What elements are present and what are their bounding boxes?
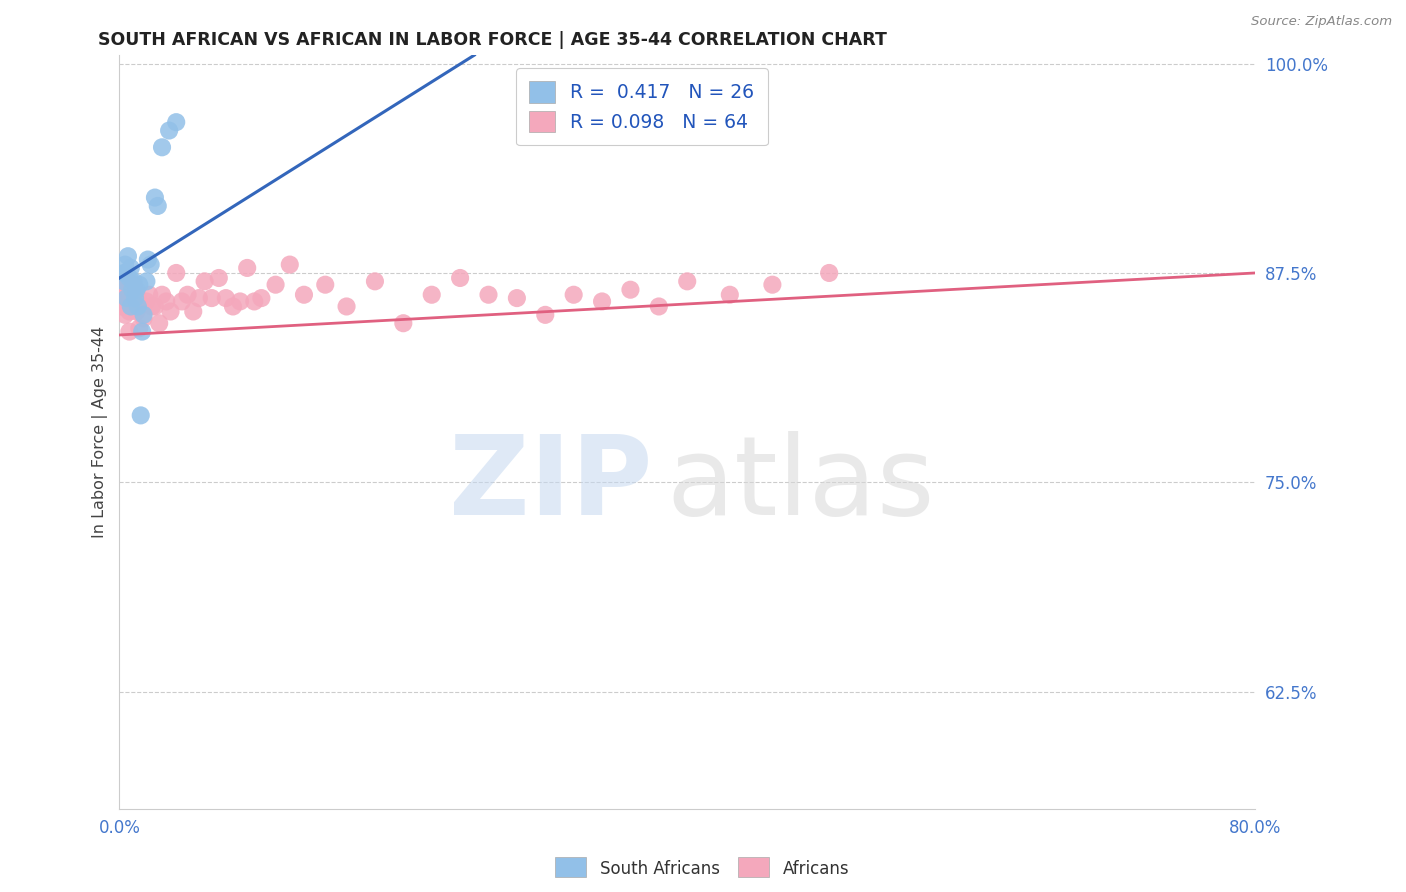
Point — [619, 283, 641, 297]
Point — [141, 300, 163, 314]
Point — [114, 287, 136, 301]
Point — [136, 252, 159, 267]
Point — [818, 266, 841, 280]
Point — [129, 409, 152, 423]
Point — [534, 308, 557, 322]
Point — [112, 300, 135, 314]
Point — [201, 291, 224, 305]
Point — [139, 258, 162, 272]
Point — [364, 274, 387, 288]
Point — [115, 294, 138, 309]
Point — [170, 294, 193, 309]
Point — [165, 266, 187, 280]
Point — [176, 287, 198, 301]
Point — [132, 311, 155, 326]
Point — [135, 274, 157, 288]
Point — [117, 249, 139, 263]
Point — [243, 294, 266, 309]
Point — [420, 287, 443, 301]
Point — [138, 287, 160, 301]
Point — [127, 291, 149, 305]
Point — [122, 277, 145, 292]
Point — [648, 300, 671, 314]
Point — [761, 277, 783, 292]
Point — [120, 287, 142, 301]
Text: atlas: atlas — [666, 432, 935, 539]
Point — [148, 316, 170, 330]
Point — [150, 287, 173, 301]
Point — [128, 321, 150, 335]
Point — [718, 287, 741, 301]
Point — [229, 294, 252, 309]
Point — [222, 300, 245, 314]
Point — [165, 115, 187, 129]
Point — [181, 304, 204, 318]
Point — [159, 304, 181, 318]
Point — [127, 300, 149, 314]
Point — [676, 274, 699, 288]
Text: Africans: Africans — [783, 860, 849, 878]
Point — [112, 266, 135, 280]
Point — [117, 274, 139, 288]
Point — [215, 291, 238, 305]
Point — [591, 294, 613, 309]
Point — [121, 283, 143, 297]
Point — [114, 308, 136, 322]
Point — [278, 258, 301, 272]
Point — [157, 123, 180, 137]
Point — [118, 304, 141, 318]
Point — [112, 274, 135, 288]
Point — [143, 190, 166, 204]
Point — [292, 287, 315, 301]
Point — [111, 277, 134, 292]
Point — [118, 271, 141, 285]
Legend: R =  0.417   N = 26, R = 0.098   N = 64: R = 0.417 N = 26, R = 0.098 N = 64 — [516, 69, 768, 145]
Point — [125, 283, 148, 297]
Point — [122, 274, 145, 288]
Point — [250, 291, 273, 305]
Point — [194, 274, 217, 288]
Point — [335, 300, 357, 314]
Point — [124, 291, 146, 305]
Text: Source: ZipAtlas.com: Source: ZipAtlas.com — [1251, 15, 1392, 29]
Point — [131, 325, 153, 339]
Point — [132, 308, 155, 322]
Point — [143, 300, 166, 314]
Point — [129, 298, 152, 312]
Point — [111, 294, 134, 309]
Point — [449, 271, 471, 285]
Point — [117, 298, 139, 312]
Point — [314, 277, 336, 292]
Point — [208, 271, 231, 285]
Point — [392, 316, 415, 330]
Point — [118, 325, 141, 339]
Point — [187, 291, 209, 305]
Point — [120, 300, 142, 314]
Y-axis label: In Labor Force | Age 35-44: In Labor Force | Age 35-44 — [93, 326, 108, 538]
Point — [506, 291, 529, 305]
Point — [155, 294, 177, 309]
Point — [124, 283, 146, 297]
Point — [115, 283, 138, 297]
Point — [115, 266, 138, 280]
Point — [120, 260, 142, 275]
Point — [110, 300, 132, 314]
Point — [562, 287, 585, 301]
Point — [114, 258, 136, 272]
Point — [121, 294, 143, 309]
Point — [477, 287, 499, 301]
Point — [112, 274, 135, 288]
Text: South Africans: South Africans — [600, 860, 720, 878]
Point — [236, 260, 259, 275]
Point — [264, 277, 287, 292]
Point — [146, 199, 169, 213]
Point — [150, 140, 173, 154]
Point — [135, 294, 157, 309]
Text: SOUTH AFRICAN VS AFRICAN IN LABOR FORCE | AGE 35-44 CORRELATION CHART: SOUTH AFRICAN VS AFRICAN IN LABOR FORCE … — [98, 31, 887, 49]
Text: ZIP: ZIP — [450, 432, 652, 539]
Point — [128, 277, 150, 292]
Point — [125, 304, 148, 318]
Point — [115, 291, 138, 305]
